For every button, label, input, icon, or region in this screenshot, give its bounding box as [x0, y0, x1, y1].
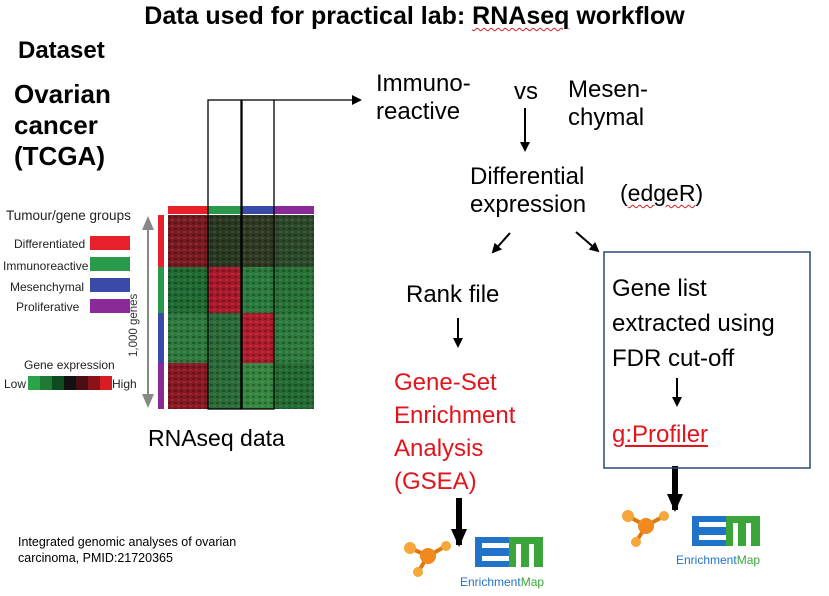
expr-legend-title: Gene expression: [24, 358, 115, 372]
citation: Integrated genomic analyses of ovarian c…: [18, 535, 237, 565]
immunoreactive-label: Immuno- reactive: [376, 70, 471, 125]
enrichmentmap-brand-2: EnrichmentMap: [676, 553, 761, 567]
cytoscape-icon: [404, 541, 451, 577]
edger-label: (edgeR): [620, 180, 704, 206]
expression-scale: [28, 376, 112, 390]
page-title: Data used for practical lab: RNAseq work…: [144, 2, 685, 30]
gprofiler-link[interactable]: g:Profiler: [612, 421, 709, 448]
enrichmentmap-logo: [475, 537, 543, 567]
swatch-immunoreactive: [90, 257, 130, 271]
genes-axis-arrow: [142, 216, 154, 408]
expr-high-label: High: [112, 377, 137, 391]
dataset-name: Ovarian cancer (TCGA): [14, 79, 111, 171]
heatmap-caption: RNAseq data: [148, 425, 285, 451]
expr-low-label: Low: [4, 377, 27, 391]
enrichmentmap-logo-2: [692, 516, 760, 546]
gene-list-label: Gene list extracted using FDR cut-off: [612, 275, 775, 372]
mesenchymal-label: Mesen- chymal: [568, 76, 649, 131]
group-label-immunoreactive: Immunoreactive: [3, 259, 89, 273]
rank-file-label: Rank file: [406, 281, 500, 308]
gene-list-box: [603, 251, 811, 469]
group-label-proliferative: Proliferative: [16, 300, 80, 314]
differential-expression-label: Differential expression: [470, 163, 587, 218]
enrichmentmap-brand: EnrichmentMap: [460, 575, 545, 589]
cytoscape-icon-2: [622, 510, 669, 547]
vs-label: vs: [514, 78, 538, 105]
swatch-differentiated: [90, 236, 130, 250]
gsea-label: Gene-Set Enrichment Analysis (GSEA): [394, 369, 516, 495]
dataset-label: Dataset: [18, 37, 105, 64]
group-label-mesenchymal: Mesenchymal: [10, 280, 85, 294]
group-label-differentiated: Differentiated: [14, 237, 86, 251]
swatch-proliferative: [90, 299, 130, 313]
swatch-mesenchymal: [90, 278, 130, 292]
groups-legend-title: Tumour/gene groups: [6, 208, 131, 223]
